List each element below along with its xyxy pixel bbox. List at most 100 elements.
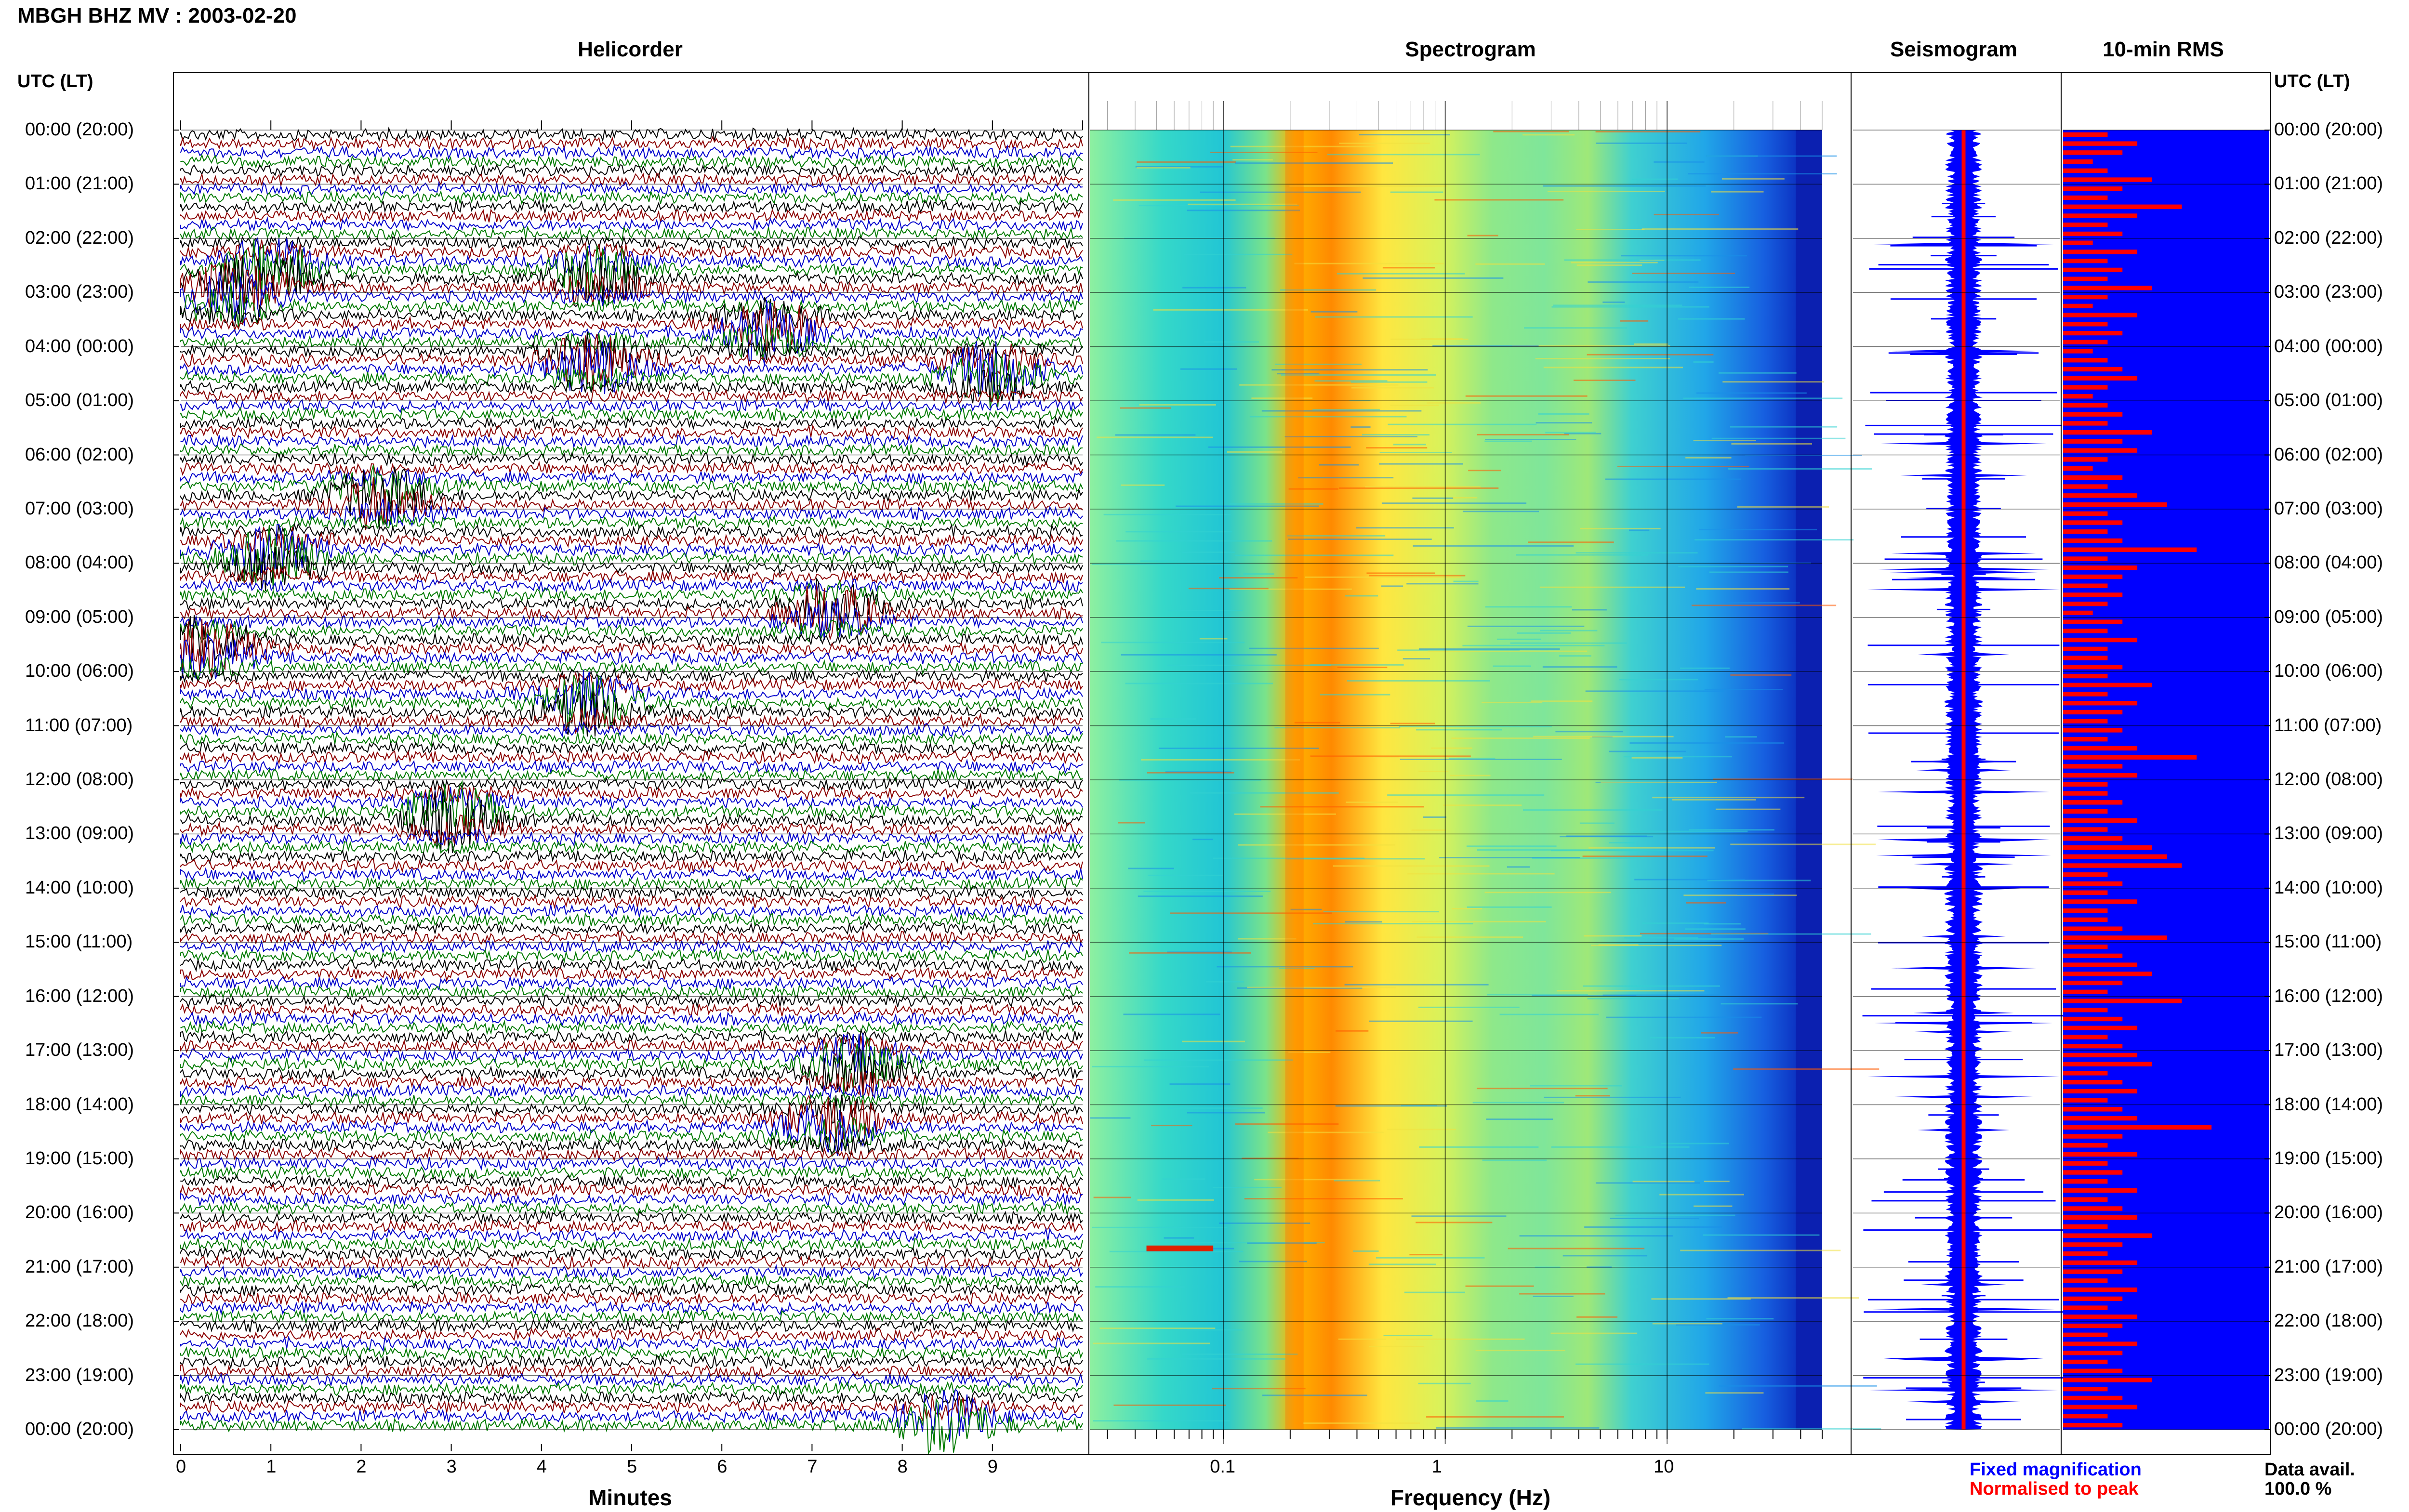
helicorder-trace [180, 939, 1083, 955]
helicorder-trace [180, 966, 1083, 982]
spectrogram-streak [1467, 625, 1585, 627]
helicorder-trace [180, 876, 1083, 892]
spectrogram-streak [1575, 1363, 1709, 1365]
minute-tick-label: 1 [266, 1457, 277, 1477]
time-label: 17:00 (13:00) [2274, 1040, 2383, 1061]
spectrogram-streak [1376, 1257, 1485, 1259]
spectrogram-streak [1184, 253, 1293, 255]
spectrogram-streak [1579, 822, 1615, 824]
spectrogram-streak [1535, 357, 1670, 359]
helicorder-trace [180, 1218, 1083, 1235]
rms-bar [2063, 872, 2108, 877]
helicorder-trace [180, 894, 1083, 909]
spectrogram-streak [1620, 255, 1747, 257]
spectrogram-streak [1182, 1040, 1245, 1042]
helicorder-trace [180, 239, 1083, 303]
spectrogram-streak [1427, 402, 1481, 404]
rms-bar [2063, 746, 2138, 751]
spectrogram-streak [1280, 289, 1377, 291]
time-label: 12:00 (08:00) [2274, 769, 2383, 789]
spectrogram-streak [1576, 229, 1645, 231]
spectrogram-streak [1262, 1394, 1367, 1396]
spectrogram-streak [1466, 845, 1557, 847]
spectrogram-streak [1436, 1427, 1600, 1429]
rms-bar [2063, 367, 2123, 372]
helicorder-trace [180, 1182, 1083, 1198]
helicorder-trace [180, 1372, 1083, 1388]
rms-bar [2063, 538, 2123, 543]
rms-bar [2063, 1414, 2108, 1419]
time-label: 14:00 (10:00) [25, 877, 134, 898]
rms-bar [2063, 836, 2123, 841]
helicorder-trace [180, 708, 1083, 735]
time-label: 07:00 (03:00) [2274, 498, 2383, 519]
helicorder-trace [180, 1291, 1083, 1307]
spectrogram-streak [1167, 951, 1232, 953]
spectrogram-streak [1493, 665, 1532, 667]
helicorder-trace [180, 741, 1083, 756]
spectrogram-streak [1584, 1226, 1722, 1228]
rms-bar [2063, 1079, 2123, 1085]
spectrogram-streak [1129, 952, 1251, 954]
rms-bar [2063, 1062, 2152, 1066]
helicorder-trace [180, 1264, 1083, 1280]
spectrogram-streak [1363, 277, 1504, 279]
rms-bar [2063, 231, 2123, 237]
rms-bar [2063, 1351, 2123, 1355]
time-label: 01:00 (21:00) [2274, 173, 2383, 194]
spectrogram-streak [1719, 1385, 1877, 1387]
spectrogram-streak [1528, 541, 1614, 543]
spectrogram-streak [1706, 1318, 1774, 1320]
spectrogram-streak [1428, 650, 1588, 652]
helicorder-trace [180, 1354, 1083, 1369]
spectrogram-streak [1239, 1261, 1307, 1262]
rms-bar [2063, 755, 2197, 760]
helicorder-trace [180, 776, 1083, 792]
spectrogram-streak [1516, 554, 1649, 556]
spectrogram-streak [1234, 813, 1336, 815]
spectrogram-streak [1344, 984, 1489, 986]
time-label: 19:00 (15:00) [2274, 1148, 2383, 1169]
rms-bar [2063, 439, 2123, 444]
rms-bar [2063, 1071, 2108, 1076]
spectrogram-streak [1432, 345, 1539, 347]
spectrogram-streak [1694, 539, 1854, 541]
rms-bar [2063, 800, 2123, 805]
rms-bar [2063, 313, 2138, 317]
spectrogram-streak [1507, 866, 1530, 868]
spectrogram-streak [1305, 576, 1461, 578]
spectrogram-streak [1452, 497, 1478, 499]
helicorder-trace [180, 1071, 1083, 1097]
helicorder-trace [180, 1300, 1083, 1315]
time-label: 22:00 (18:00) [2274, 1311, 2383, 1331]
helicorder-trace [180, 858, 1083, 873]
rms-bar [2063, 330, 2123, 336]
helicorder-trace [180, 721, 1083, 738]
rms-bar [2063, 520, 2123, 525]
rms-bar [2063, 1368, 2123, 1373]
spectrogram-streak [1676, 1324, 1760, 1326]
spectrogram-streak [1583, 985, 1720, 987]
spectrogram-streak [1271, 369, 1428, 371]
spectrogram-streak [1254, 1179, 1378, 1181]
time-label: 16:00 (12:00) [2274, 986, 2383, 1006]
spectrogram-streak [1689, 829, 1774, 831]
spectrogram-streak [1550, 1332, 1638, 1334]
time-label: 09:00 (05:00) [2274, 606, 2383, 627]
helicorder-trace [180, 758, 1083, 775]
helicorder-trace [180, 1147, 1083, 1162]
time-label: 20:00 (16:00) [25, 1202, 134, 1223]
rms-bar [2063, 294, 2108, 300]
spectrogram-streak [1182, 551, 1235, 553]
spectrogram-streak [1416, 729, 1502, 731]
helicorder-trace [180, 239, 1083, 264]
spectrogram-streak [1168, 609, 1243, 611]
helicorder-trace [180, 126, 1083, 143]
spectrogram-streak [1733, 1068, 1880, 1070]
helicorder-trace [180, 1335, 1083, 1352]
spectrogram-streak [1631, 757, 1683, 759]
rms-bar [2063, 1107, 2123, 1112]
time-label: 23:00 (19:00) [25, 1365, 134, 1385]
helicorder-trace [180, 1156, 1083, 1171]
spectrogram-streak [1573, 380, 1636, 381]
